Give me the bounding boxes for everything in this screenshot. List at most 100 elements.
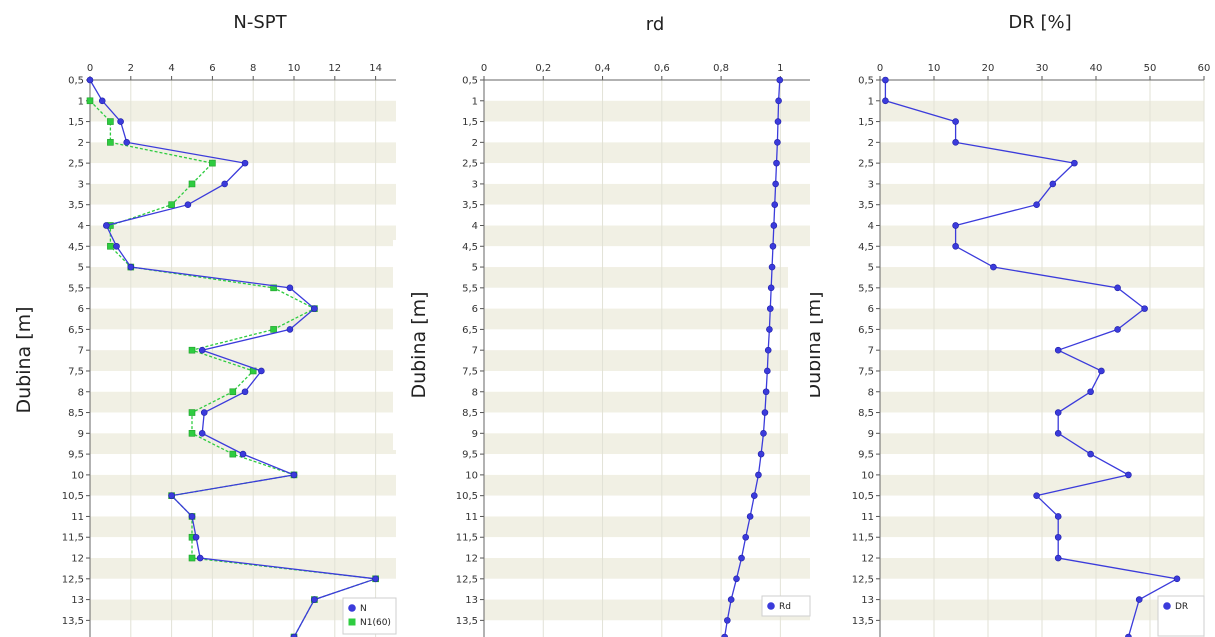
plot-band bbox=[90, 308, 396, 330]
y-tick-label: 9,5 bbox=[68, 450, 84, 461]
data-point bbox=[1135, 596, 1143, 603]
plot-band bbox=[90, 121, 396, 143]
series-group bbox=[882, 76, 1181, 637]
series-line bbox=[89, 100, 376, 637]
data-point bbox=[721, 633, 728, 637]
x-tick-label: 12 bbox=[328, 63, 341, 74]
plot-band bbox=[484, 350, 810, 371]
y-tick-label: 5 bbox=[868, 263, 874, 274]
data-point bbox=[755, 471, 762, 479]
plot-band bbox=[90, 287, 396, 309]
data-point bbox=[952, 139, 959, 146]
y-tick-label: 5,5 bbox=[858, 283, 874, 294]
data-point bbox=[882, 97, 889, 105]
y-tick-label: 13,5 bbox=[456, 616, 478, 627]
data-point bbox=[117, 118, 124, 125]
plot-band bbox=[90, 142, 396, 164]
x-tick-label: 14 bbox=[369, 63, 382, 74]
y-tick-label: 2 bbox=[78, 138, 84, 149]
plot-band bbox=[484, 225, 810, 247]
plot-band bbox=[90, 474, 396, 496]
plot-band bbox=[484, 183, 810, 205]
x-tick-label: 0,6 bbox=[654, 63, 670, 74]
plot-band bbox=[484, 474, 810, 496]
y-tick-label: 6,5 bbox=[68, 325, 84, 336]
y-tick-label: 1,5 bbox=[68, 117, 84, 128]
data-point bbox=[1054, 409, 1062, 416]
data-point bbox=[372, 575, 379, 583]
data-point bbox=[1054, 533, 1062, 541]
plot-band bbox=[90, 578, 396, 600]
data-point bbox=[1054, 513, 1062, 520]
series-group bbox=[721, 76, 784, 637]
data-point bbox=[775, 97, 782, 105]
plot-band bbox=[90, 246, 396, 268]
y-tick-label: 13 bbox=[861, 595, 874, 606]
y-tick-label: 5 bbox=[472, 263, 478, 274]
plot-band bbox=[90, 454, 396, 475]
y-tick-label: 10,5 bbox=[62, 491, 84, 502]
data-point bbox=[724, 617, 731, 624]
data-point bbox=[107, 242, 114, 250]
plot-band bbox=[484, 329, 810, 351]
plot-band bbox=[484, 537, 810, 559]
y-tick-label: 7,5 bbox=[462, 366, 478, 377]
data-point bbox=[1125, 471, 1132, 479]
legend: Rd bbox=[761, 595, 811, 617]
plot-band bbox=[90, 599, 396, 621]
plot-band bbox=[90, 350, 396, 371]
data-point bbox=[766, 326, 773, 333]
y-tick-label: 11,5 bbox=[62, 533, 84, 544]
plot-band bbox=[484, 599, 810, 621]
chart-1: 0 2 4 6 8 10 12 140,511,522,533,544,555,566,577… bbox=[13, 12, 397, 637]
y-tick-label: 2 bbox=[472, 138, 478, 149]
plot-band bbox=[90, 558, 396, 579]
y-tick-label: 11 bbox=[861, 512, 874, 523]
y-tick-label: 10,5 bbox=[852, 491, 874, 502]
plot-band bbox=[90, 225, 396, 247]
data-point bbox=[188, 346, 196, 354]
series-line bbox=[724, 79, 781, 637]
x-tick-label: 1 bbox=[777, 63, 783, 74]
data-point bbox=[113, 242, 120, 250]
y-tick-label: 12,5 bbox=[456, 574, 478, 585]
plot-background bbox=[880, 80, 1204, 637]
y-tick-label: 7 bbox=[868, 346, 874, 357]
y-tick-label: 1 bbox=[472, 96, 478, 107]
panel-gap bbox=[393, 240, 411, 450]
chart-2: 0 0,2 0,4 0,6 0,8 10,511,522,533,544,555,566,… bbox=[408, 14, 811, 637]
y-tick-label: 3,5 bbox=[68, 200, 84, 211]
plot-band bbox=[484, 80, 810, 101]
plot-band bbox=[90, 495, 396, 517]
x-tick-label: 0 bbox=[87, 63, 93, 74]
data-point bbox=[188, 180, 196, 188]
y-tick-label: 9,5 bbox=[858, 450, 874, 461]
plot-band bbox=[90, 620, 396, 637]
data-point bbox=[198, 430, 206, 437]
data-point bbox=[86, 76, 94, 84]
y-tick-label: 8 bbox=[78, 387, 84, 398]
data-point bbox=[188, 513, 196, 520]
plot-band bbox=[484, 246, 810, 268]
y-tick-label: 3,5 bbox=[462, 200, 478, 211]
x-tick-label: 0,8 bbox=[713, 63, 729, 74]
y-tick-label: 8,5 bbox=[68, 408, 84, 419]
plot-band bbox=[484, 308, 810, 330]
data-point bbox=[768, 263, 776, 271]
chart-title: DR [%] bbox=[1008, 12, 1071, 33]
x-tick-label: 0 bbox=[877, 63, 883, 74]
y-tick-label: 5,5 bbox=[68, 283, 84, 294]
data-point bbox=[168, 201, 175, 209]
plot-band bbox=[484, 620, 810, 637]
y-axis: 0,511,522,533,544,555,566,577,588,599,51… bbox=[852, 76, 880, 627]
data-point bbox=[1071, 159, 1078, 167]
y-tick-label: 4 bbox=[868, 221, 874, 232]
plot-band bbox=[484, 287, 810, 309]
y-axis-label: Dubina [m] bbox=[13, 306, 35, 413]
x-tick-label: 8 bbox=[250, 63, 256, 74]
data-point bbox=[742, 533, 749, 541]
data-point bbox=[200, 409, 208, 416]
data-point bbox=[1125, 633, 1132, 637]
y-tick-label: 11 bbox=[71, 512, 84, 523]
y-tick-label: 8 bbox=[868, 387, 874, 398]
